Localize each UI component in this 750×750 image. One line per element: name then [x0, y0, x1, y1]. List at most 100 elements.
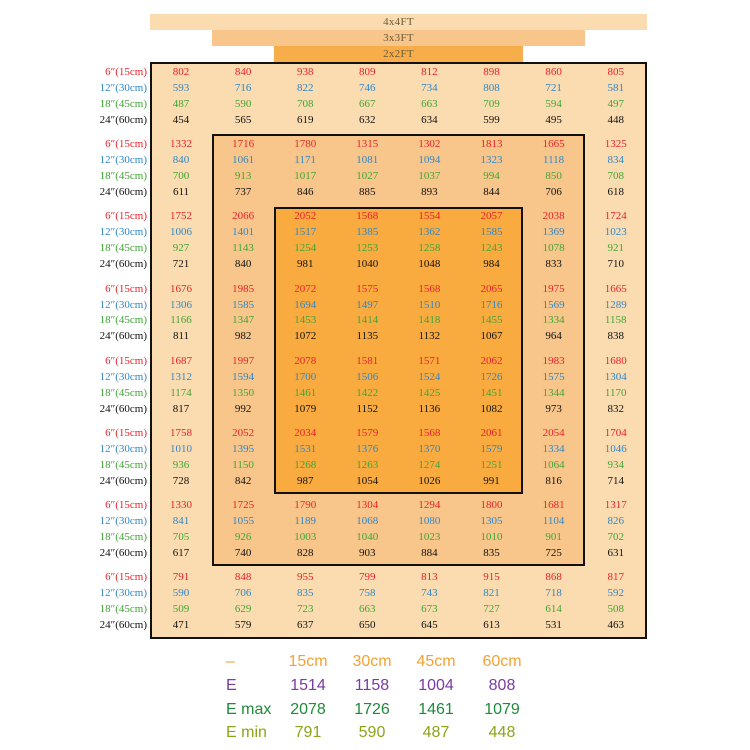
- ppfd-value: 579: [234, 619, 252, 632]
- ppfd-value: 1362: [418, 226, 441, 239]
- ppfd-value: 833: [545, 258, 562, 271]
- summary-value: 1158: [354, 677, 390, 694]
- ppfd-value: 706: [545, 185, 562, 198]
- ppfd-value: 1581: [356, 354, 379, 367]
- row-label: 18″(45cm): [99, 603, 147, 616]
- row-label: 12″(30cm): [99, 370, 147, 383]
- ppfd-value: 808: [483, 81, 500, 94]
- ppfd-value: 709: [483, 97, 500, 110]
- row-label: 12″(30cm): [99, 515, 147, 528]
- ppfd-value: 964: [545, 330, 562, 343]
- ppfd-value: 840: [234, 66, 252, 78]
- ppfd-value: 463: [607, 619, 624, 632]
- ppfd-value: 1027: [356, 170, 379, 182]
- ppfd-value: 1152: [356, 402, 379, 415]
- ppfd-value: 1294: [418, 499, 441, 512]
- ppfd-value: 1422: [356, 386, 379, 399]
- ppfd-value: 926: [234, 531, 252, 543]
- ppfd-value: 1665: [542, 138, 565, 151]
- ppfd-value: 723: [296, 603, 314, 616]
- band-3x3ft: 3x3FT: [212, 30, 585, 46]
- ppfd-value: 1055: [232, 515, 255, 528]
- ppfd-value: 1081: [356, 154, 379, 167]
- ppfd-value: 840: [172, 154, 190, 167]
- ppfd-value: 702: [607, 531, 624, 543]
- ppfd-value: 835: [296, 587, 314, 600]
- row-label: 24″(60cm): [99, 402, 147, 415]
- summary-value: 590: [358, 724, 386, 741]
- ppfd-value: 1254: [294, 242, 317, 255]
- ppfd-value: 1376: [356, 442, 379, 455]
- ppfd-value: 834: [607, 154, 624, 167]
- row-label: 12″(30cm): [99, 226, 147, 239]
- ppfd-value: 1975: [542, 282, 565, 295]
- ppfd-value: 1790: [294, 499, 317, 512]
- ppfd-value: 791: [172, 571, 190, 584]
- ppfd-value: 821: [483, 587, 500, 600]
- row-label: 18″(45cm): [99, 531, 147, 543]
- ppfd-value: 884: [421, 546, 438, 559]
- ppfd-value: 1370: [418, 442, 441, 455]
- ppfd-value: 860: [545, 66, 562, 78]
- ppfd-value: 631: [607, 546, 624, 559]
- row-label: 12″(30cm): [99, 298, 147, 311]
- ppfd-value: 1334: [542, 314, 565, 327]
- ppfd-value: 1716: [480, 298, 503, 311]
- ppfd-value: 832: [607, 402, 624, 415]
- ppfd-value: 1344: [542, 386, 565, 399]
- ppfd-value: 705: [172, 531, 190, 543]
- ppfd-value: 1395: [232, 442, 255, 455]
- ppfd-value: 637: [296, 619, 314, 632]
- ppfd-value: 1325: [604, 138, 627, 151]
- ppfd-value: 565: [234, 113, 252, 126]
- row-label: 6″(15cm): [105, 210, 147, 223]
- ppfd-value: 1274: [418, 458, 441, 471]
- ppfd-value: 934: [607, 458, 624, 471]
- ppfd-value: 850: [545, 170, 562, 182]
- ppfd-value: 1665: [604, 282, 627, 295]
- row-label: 12″(30cm): [99, 154, 147, 167]
- ppfd-value: 1585: [232, 298, 255, 311]
- row-label: 24″(60cm): [99, 258, 147, 271]
- ppfd-value: 708: [607, 170, 624, 182]
- ppfd-value: 1171: [294, 154, 316, 167]
- row-label: 6″(15cm): [105, 282, 147, 295]
- ppfd-value: 1724: [604, 210, 627, 223]
- ppfd-value: 1531: [294, 442, 317, 455]
- ppfd-value: 650: [359, 619, 376, 632]
- ppfd-value: 1304: [604, 370, 627, 383]
- ppfd-value: 1681: [542, 499, 565, 512]
- ppfd-value: 710: [607, 258, 624, 271]
- ppfd-value: 1158: [604, 314, 627, 327]
- ppfd-value: 1594: [232, 370, 255, 383]
- ppfd-value: 1752: [170, 210, 192, 223]
- ppfd-value: 898: [483, 66, 500, 78]
- summary-value: 1726: [354, 701, 390, 718]
- ppfd-value: 1243: [480, 242, 503, 255]
- ppfd-value: 1497: [356, 298, 379, 311]
- ppfd-value: 1323: [480, 154, 503, 167]
- ppfd-value: 838: [607, 330, 624, 343]
- ppfd-value: 1054: [356, 474, 379, 487]
- ppfd-value: 1997: [232, 354, 255, 367]
- ppfd-value: 663: [359, 603, 376, 616]
- ppfd-value: 581: [607, 81, 624, 94]
- ppfd-value: 740: [234, 546, 252, 559]
- ppfd-value: 1136: [418, 402, 441, 415]
- ppfd-value: 1289: [604, 298, 627, 311]
- ppfd-value: 921: [607, 242, 624, 255]
- ppfd-value: 1676: [170, 282, 192, 295]
- ppfd-value: 1425: [418, 386, 441, 399]
- ppfd-value: 725: [545, 546, 562, 559]
- ppfd-value: 915: [483, 571, 500, 584]
- ppfd-value: 1061: [232, 154, 255, 167]
- summary-height: 60cm: [482, 653, 522, 670]
- band-2x2ft: 2x2FT: [274, 46, 523, 62]
- ppfd-value: 1330: [170, 499, 192, 512]
- ppfd-value: 1174: [170, 386, 192, 399]
- ppfd-value: 840: [234, 258, 252, 271]
- row-label: 12″(30cm): [99, 442, 147, 455]
- summary-height: 45cm: [416, 653, 456, 670]
- ppfd-value: 1315: [356, 138, 379, 151]
- ppfd-value: 1725: [232, 499, 255, 512]
